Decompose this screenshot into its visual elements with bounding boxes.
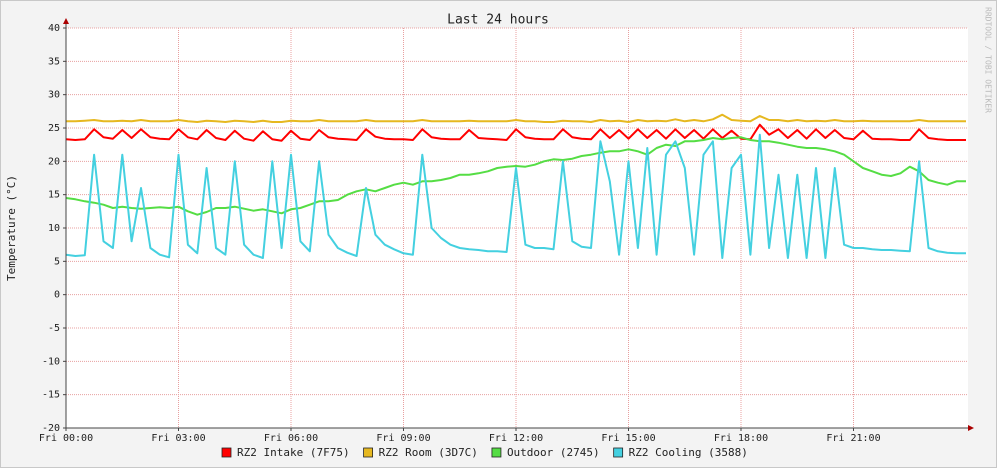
x-tick-label: Fri 09:00 <box>376 433 430 444</box>
series-line <box>65 133 966 259</box>
y-tick-label: 25 <box>48 123 60 134</box>
y-tick-label: -20 <box>42 423 60 434</box>
y-tick-label: 15 <box>48 190 60 201</box>
lines <box>65 113 966 259</box>
y-tick-label: 0 <box>54 290 60 301</box>
y-tick-label: -5 <box>48 323 60 334</box>
y-arrow <box>63 18 69 24</box>
y-tick-label: 30 <box>48 90 60 101</box>
legend-label: RZ2 Cooling (3588) <box>629 446 748 459</box>
x-tick-label: Fri 06:00 <box>264 433 318 444</box>
y-tick-label: 20 <box>48 156 60 167</box>
legend-swatch <box>613 447 624 458</box>
y-tick-label: 35 <box>48 56 60 67</box>
legend-label: RZ2 Intake (7F75) <box>237 446 350 459</box>
y-tick-label: 40 <box>48 23 60 34</box>
legend-label: RZ2 Room (3D7C) <box>379 446 478 459</box>
chart-title: Last 24 hours <box>447 13 549 28</box>
legend-swatch <box>491 447 502 458</box>
series-line <box>66 113 966 123</box>
x-arrow <box>968 425 974 431</box>
legend-swatch <box>221 447 232 458</box>
y-tick-label: -15 <box>42 390 60 401</box>
x-tick-label: Fri 18:00 <box>714 433 768 444</box>
y-tick-label: -10 <box>42 356 60 367</box>
watermark: RRDTOOL / TOBI OETIKER <box>984 7 993 113</box>
x-tick-label: Fri 21:00 <box>826 433 880 444</box>
x-tick-label: Fri 12:00 <box>489 433 543 444</box>
legend-swatch <box>363 447 373 458</box>
y-tick-label: 5 <box>54 256 60 267</box>
x-tick-label: Fri 15:00 <box>601 433 655 444</box>
legend-label: Outdoor (2745) <box>507 446 600 459</box>
axes: -20 -15 -10 -5 0 5 10 15 20 25 30 35 40 Fri 00:00 Fri … <box>39 18 974 444</box>
y-axis-label: Temperature (°C) <box>5 175 18 281</box>
x-tick-label: Fri 00:00 <box>39 433 93 444</box>
y-tick-label: 10 <box>48 223 60 234</box>
x-tick-label: Fri 03:00 <box>151 433 205 444</box>
legend: RZ2 Intake (7F75) RZ2 Room (3D7C) Outdoor … <box>221 446 748 459</box>
series-line <box>65 136 966 216</box>
series-line <box>65 123 966 142</box>
